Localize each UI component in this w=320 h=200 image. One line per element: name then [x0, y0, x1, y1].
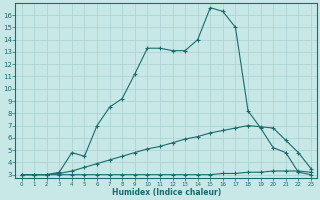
- X-axis label: Humidex (Indice chaleur): Humidex (Indice chaleur): [112, 188, 221, 197]
